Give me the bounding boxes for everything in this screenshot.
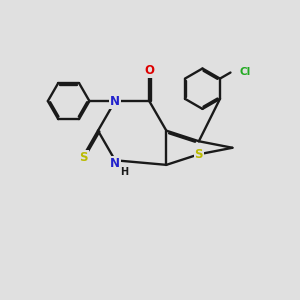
Text: N: N — [110, 94, 120, 108]
Text: H: H — [121, 167, 129, 177]
Text: N: N — [110, 157, 120, 170]
Text: S: S — [79, 151, 88, 164]
Text: O: O — [144, 64, 154, 77]
Text: S: S — [195, 148, 203, 161]
Text: Cl: Cl — [239, 67, 250, 77]
